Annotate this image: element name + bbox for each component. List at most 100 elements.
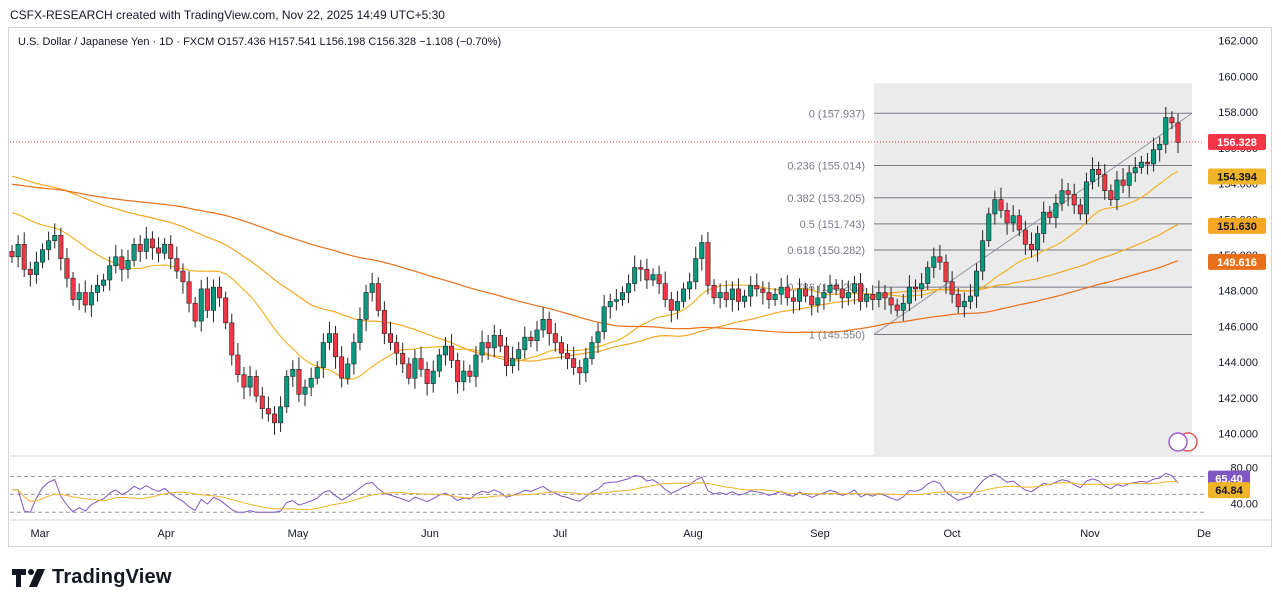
time-tick-label: Jun	[421, 528, 439, 540]
candle-body	[333, 333, 339, 358]
chart-header: CSFX-RESEARCH created with TradingView.c…	[10, 8, 445, 22]
candle-body	[430, 370, 436, 384]
time-tick-label: Jul	[553, 528, 567, 540]
candle-body	[223, 297, 229, 324]
candle-body	[76, 292, 82, 300]
candle-body	[845, 292, 851, 299]
candle-body	[1132, 167, 1138, 174]
candle-body	[418, 358, 424, 370]
candle-body	[1071, 193, 1077, 206]
candle-body	[1114, 179, 1120, 200]
candle-body	[510, 358, 516, 367]
candle-body	[357, 318, 363, 343]
price-tag	[1208, 168, 1266, 185]
candle-body	[143, 238, 149, 252]
candle-body	[156, 247, 162, 254]
fib-level-label: 0 (157.937)	[809, 108, 865, 120]
price-tick-label: 146.000	[1218, 321, 1258, 333]
time-tick-label: Aug	[683, 528, 703, 540]
ma-100-line	[11, 183, 1179, 334]
candle-body	[503, 345, 509, 367]
candle-body	[326, 333, 332, 343]
candle-body	[1016, 215, 1022, 231]
candle-body	[229, 322, 235, 356]
candle-body	[406, 363, 412, 379]
candle-body	[955, 293, 961, 308]
candle-body	[943, 261, 949, 283]
candle-body	[467, 370, 473, 377]
fib-level-label: 0.382 (153.205)	[787, 193, 865, 205]
candle-body	[247, 376, 253, 388]
candle-body	[729, 288, 735, 300]
candle-body	[1047, 211, 1053, 218]
candle-body	[662, 283, 668, 300]
candle-body	[980, 240, 986, 272]
candle-body	[491, 335, 497, 349]
candle-body	[1041, 211, 1047, 234]
candle-body	[790, 297, 796, 302]
candle-body	[1108, 190, 1114, 200]
candle-body	[64, 258, 70, 279]
candle-body	[82, 292, 88, 306]
candle-body	[681, 288, 687, 302]
candle-body	[534, 329, 540, 342]
price-tick-label: 162.000	[1218, 36, 1258, 48]
candle-body	[198, 288, 204, 322]
candle-body	[1151, 149, 1157, 165]
candle-body	[210, 286, 216, 311]
candle-body	[931, 256, 937, 268]
candle-body	[70, 277, 76, 300]
time-tick-label: Mar	[31, 528, 50, 540]
candle-body	[320, 342, 326, 368]
candle-body	[1157, 143, 1163, 150]
candle-body	[9, 251, 15, 258]
tradingview-logo[interactable]: TradingView	[12, 566, 172, 589]
candle-body	[351, 342, 357, 365]
ohlc-open: O157.436	[217, 36, 269, 48]
price-tag-label: 156.328	[1217, 137, 1257, 149]
candle-body	[137, 243, 143, 252]
candle-body	[284, 376, 290, 408]
candle-body	[540, 318, 546, 331]
candle-body	[961, 301, 967, 308]
candle-body	[235, 354, 241, 375]
candle-body	[424, 368, 430, 384]
price-tick-label: 144.000	[1218, 357, 1258, 369]
candle-body	[1144, 161, 1150, 165]
ohlc-low: L156.198	[319, 36, 369, 48]
price-tick-label: 160.000	[1218, 71, 1258, 83]
candle-body	[381, 310, 387, 334]
ma-20-line	[11, 170, 1179, 381]
candle-body	[888, 297, 894, 306]
candle-body	[107, 265, 113, 281]
candle-body	[314, 367, 320, 379]
candle-body	[40, 249, 46, 263]
candle-body	[577, 367, 583, 374]
fib-level-label: 0.236 (155.014)	[787, 160, 865, 172]
candle-body	[1138, 161, 1144, 168]
candle-body	[1175, 122, 1181, 143]
candle-body	[601, 306, 607, 333]
time-tick-label: Sep	[810, 528, 830, 540]
candle-body	[711, 285, 717, 299]
candle-body	[687, 281, 693, 290]
candle-body	[650, 274, 656, 281]
candle-body	[15, 243, 21, 258]
candle-body	[833, 285, 839, 290]
candle-body	[497, 335, 503, 347]
candle-body	[192, 302, 198, 322]
fib-level-label: 0.5 (151.743)	[800, 219, 865, 231]
candle-body	[1035, 233, 1041, 250]
candle-body	[394, 342, 400, 354]
candle-body	[1096, 168, 1102, 175]
candle-body	[27, 268, 33, 275]
candle-body	[552, 333, 558, 343]
candle-body	[375, 283, 381, 311]
candle-body	[241, 374, 247, 388]
candle-body	[583, 358, 589, 374]
candle-body	[894, 304, 900, 311]
candle-body	[485, 342, 491, 349]
rsi-ma-line	[12, 480, 1179, 511]
candle-body	[644, 268, 650, 281]
